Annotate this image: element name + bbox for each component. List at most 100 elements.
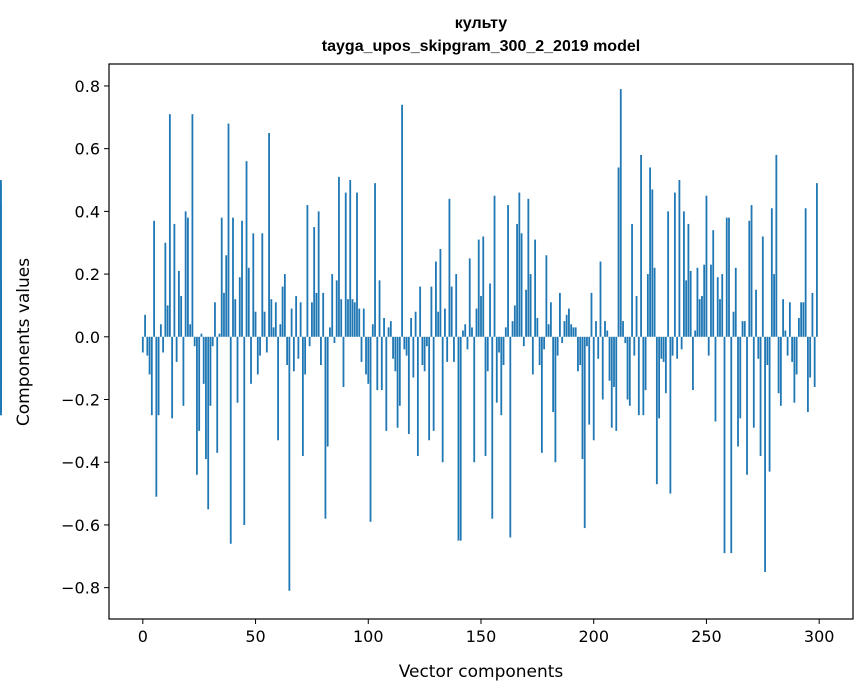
- bar-106: [380, 336, 383, 391]
- bar-200: [592, 336, 595, 441]
- bar-198: [588, 336, 591, 425]
- bar-8: [159, 324, 162, 337]
- bar-199: [590, 292, 593, 337]
- bar-18: [182, 336, 185, 406]
- bar-184: [556, 336, 559, 356]
- bar-173: [531, 336, 534, 375]
- bar-97: [360, 336, 363, 362]
- bar-105: [378, 280, 381, 337]
- bar-31: [211, 336, 214, 347]
- bar-203: [599, 261, 602, 337]
- bar-138: [453, 336, 455, 362]
- bar-3: [148, 336, 151, 375]
- bar-undefined: [0, 180, 2, 337]
- bar-83: [329, 327, 331, 337]
- bar-73: [306, 205, 309, 337]
- x-tick-label: 50: [245, 627, 265, 646]
- bar-259: [725, 217, 728, 337]
- bar-211: [617, 167, 620, 337]
- bar-255: [716, 277, 719, 337]
- bar-267: [743, 321, 746, 337]
- bar-221: [640, 154, 642, 337]
- bar-126: [425, 336, 428, 347]
- x-tick-label: 100: [353, 627, 384, 646]
- bar-225: [649, 167, 651, 337]
- bar-235: [671, 336, 674, 356]
- x-tick-label: 250: [691, 627, 722, 646]
- bar-94: [353, 302, 356, 337]
- bar-128: [430, 286, 433, 337]
- bar-287: [788, 302, 791, 337]
- bar-96: [358, 308, 361, 337]
- bar-5: [153, 220, 155, 337]
- bar-291: [797, 317, 800, 337]
- y-tick-label: 0.4: [75, 202, 100, 221]
- bar-178: [543, 336, 546, 350]
- bar-100: [367, 336, 370, 384]
- bar-58: [272, 327, 275, 337]
- bar-85: [333, 336, 336, 344]
- bar-241: [685, 280, 688, 337]
- bar-104: [376, 336, 379, 391]
- bar-248: [701, 296, 703, 337]
- bar-41: [234, 299, 237, 337]
- bar-19: [184, 211, 187, 337]
- bar-4: [150, 336, 153, 416]
- bar-290: [795, 336, 798, 375]
- bar-12: [168, 114, 171, 337]
- bar-102: [371, 324, 374, 337]
- bar-194: [579, 336, 582, 366]
- bar-243: [689, 270, 692, 337]
- bar-44: [241, 220, 243, 337]
- bar-115: [401, 104, 403, 337]
- bar-111: [392, 336, 394, 359]
- bar-145: [468, 258, 471, 337]
- bar-76: [313, 227, 316, 337]
- y-tick-label: −0.4: [61, 453, 100, 472]
- x-tick-label: 150: [466, 627, 497, 646]
- bar-273: [757, 336, 760, 359]
- bar-210: [615, 336, 618, 431]
- bar-90: [344, 192, 347, 337]
- bar-160: [502, 336, 505, 366]
- bar-244: [692, 336, 694, 391]
- bar-268: [746, 336, 748, 475]
- bar-298: [813, 336, 816, 387]
- bar-156: [493, 195, 496, 337]
- bar-171: [527, 198, 530, 337]
- bar-107: [383, 317, 385, 337]
- bar-245: [694, 330, 697, 337]
- bar-119: [410, 317, 413, 337]
- bar-239: [680, 336, 683, 350]
- bar-264: [737, 336, 739, 447]
- bar-123: [419, 286, 422, 337]
- bar-217: [631, 223, 633, 337]
- bar-164: [511, 321, 514, 337]
- bar-45: [243, 336, 246, 525]
- bar-231: [662, 336, 665, 362]
- bar-240: [683, 211, 685, 337]
- bar-81: [324, 336, 327, 519]
- x-tick-label: 300: [804, 627, 835, 646]
- bar-68: [295, 296, 298, 337]
- bar-129: [432, 336, 435, 431]
- bar-26: [200, 333, 203, 337]
- bar-213: [622, 321, 624, 337]
- bar-284: [782, 299, 785, 337]
- bar-292: [800, 302, 803, 337]
- bar-191: [572, 327, 575, 337]
- bar-2: [146, 336, 149, 356]
- bar-187: [563, 321, 566, 337]
- bar-182: [552, 336, 555, 413]
- bar-46: [245, 161, 248, 337]
- bar-79: [320, 336, 322, 366]
- bar-155: [491, 336, 494, 519]
- bar-62: [281, 286, 284, 337]
- bar-133: [441, 336, 444, 463]
- bar-23: [193, 336, 196, 347]
- bar-7: [157, 336, 160, 416]
- bar-43: [238, 277, 241, 337]
- bar-86: [335, 280, 338, 337]
- bar-22: [191, 114, 194, 337]
